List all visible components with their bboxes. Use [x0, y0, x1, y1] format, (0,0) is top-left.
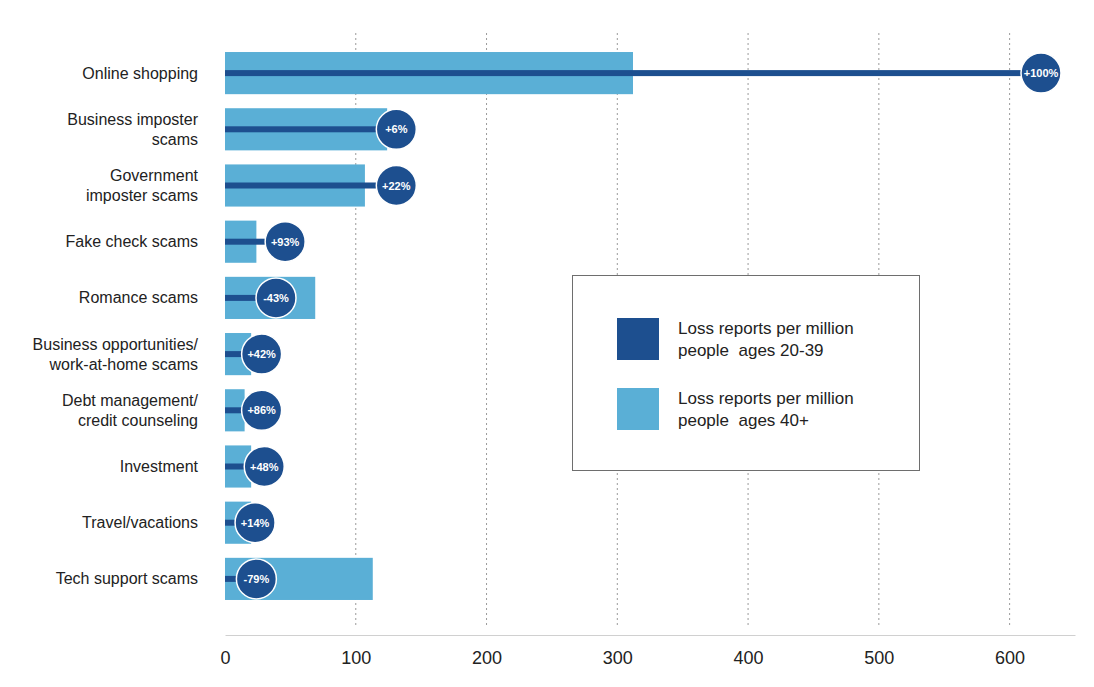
legend-box: [573, 276, 920, 471]
chart: 0 100 200 300 400 500 600 Online shopping Busine…: [0, 0, 1094, 687]
marker: [376, 166, 416, 206]
bar: [225, 70, 1041, 76]
marker: [244, 447, 284, 487]
category-label: Business opportunities/work-at-home scam…: [33, 336, 199, 373]
data-label: +86%: [247, 404, 276, 416]
marker: [1021, 53, 1061, 93]
legend-label: Loss reports per millionpeople ages 20-3…: [678, 319, 854, 360]
tick: 200: [472, 635, 502, 668]
marker: [235, 503, 275, 543]
tick-label: 300: [603, 648, 633, 668]
data-label: +48%: [250, 461, 279, 473]
category-label: Online shopping: [82, 65, 198, 82]
axis-line: [226, 635, 1076, 636]
legend-swatch: [617, 318, 659, 360]
bar: [225, 558, 373, 600]
plot-area: [225, 52, 1061, 600]
tick-label: 500: [864, 648, 894, 668]
series: [225, 53, 1061, 599]
category-label: Governmentimposter scams: [86, 167, 199, 204]
marker: [242, 390, 282, 430]
marker: [256, 278, 296, 318]
data-label: -43%: [263, 292, 289, 304]
data-label: +100%: [1024, 67, 1059, 79]
tick-label: 0: [220, 648, 230, 668]
tick: 600: [995, 635, 1025, 668]
grid-line: [1009, 33, 1010, 625]
category-label: Fake check scams: [66, 233, 198, 250]
legend-label: Loss reports per millionpeople ages 40+: [678, 389, 854, 430]
tick: 500: [864, 635, 894, 668]
legend-swatch: [617, 388, 659, 430]
category-label: Debt management/credit counseling: [62, 392, 199, 429]
category-label: Tech support scams: [56, 570, 198, 587]
bar: [225, 183, 396, 189]
data-label: +14%: [241, 517, 270, 529]
grid: [356, 33, 1010, 625]
tick-label: 200: [472, 648, 502, 668]
marker: [376, 109, 416, 149]
tick: 300: [603, 635, 633, 668]
category-label: Investment: [120, 458, 199, 475]
tick-label: 600: [995, 648, 1025, 668]
tick: 100: [341, 635, 371, 668]
marker: [265, 222, 305, 262]
legend: Loss reports per millionpeople ages 20-3…: [573, 276, 920, 471]
tick-label: 100: [341, 648, 371, 668]
marker: [236, 559, 276, 599]
series: [225, 52, 633, 600]
data-label: +6%: [385, 123, 408, 135]
tick-label: 400: [734, 648, 764, 668]
bar: [225, 126, 396, 132]
data-label: +93%: [271, 236, 300, 248]
data-labels: +100% +6% +22% +93% -43% +42% +86% +48% +14% -79%: [241, 67, 1059, 585]
category-label: Business imposterscams: [67, 111, 198, 148]
data-label: +42%: [247, 348, 276, 360]
data-label: +22%: [382, 180, 411, 192]
data-label: -79%: [244, 573, 270, 585]
marker: [242, 334, 282, 374]
bar: [225, 277, 315, 319]
category-label: Romance scams: [79, 289, 198, 306]
y-axis: Online shopping Business imposterscams Gov…: [33, 65, 199, 588]
tick: 400: [734, 635, 764, 668]
tick: 0: [220, 635, 230, 668]
x-axis: 0 100 200 300 400 500 600: [220, 635, 1075, 668]
category-label: Travel/vacations: [82, 514, 198, 531]
grid-line: [486, 33, 487, 625]
